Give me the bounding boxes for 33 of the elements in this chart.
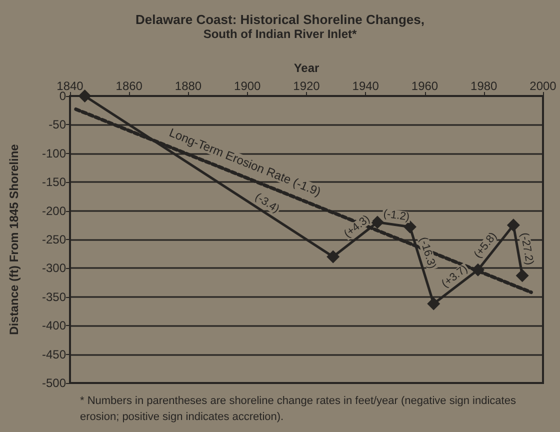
point [427,297,440,310]
point [78,90,92,102]
point [506,218,520,232]
x-tick-label: 1960 [411,79,438,93]
y-tick-label: -300 [42,261,66,276]
y-tick-label: -50 [48,118,66,132]
annotation: (-16.3) [416,236,438,270]
point [370,216,384,229]
y-tick-label: -150 [42,175,66,190]
x-tick-label: 1940 [352,79,380,93]
x-tick-label: 1900 [234,79,262,93]
point [471,263,484,276]
x-tick-label: 1880 [174,79,202,93]
annotation: (-27.2) [518,232,536,266]
text: * Numbers in parentheses are shoreline change rates in feet/year (negative sign indicates erosion; positive sign indicates accretion). [80,395,520,423]
annotation: (-1.2) [382,208,410,224]
chart-title: Delaware Coast: Historical Shoreline Changes, [136,12,424,27]
x-tick-label: 2000 [530,79,557,93]
y-axis-title: Distance (ft) From 1845 Shoreline [7,144,21,335]
y-tick-label: -100 [42,146,66,160]
y-tick-label: -200 [42,204,66,218]
point [516,269,529,282]
point [326,250,340,264]
y-tick-label: -450 [42,347,66,362]
y-tick-label: -400 [42,318,66,333]
x-tick-label: 1980 [470,79,498,93]
x-tick-label: 1920 [293,79,320,93]
y-tick-label: -250 [42,232,66,246]
x-axis-title: Year [294,61,320,75]
chart-subtitle: South of Indian River Inlet* [203,27,357,41]
y-tick-label: -350 [42,290,66,304]
x-tick-label: 1860 [116,79,143,93]
y-tick-label: -500 [42,376,66,390]
